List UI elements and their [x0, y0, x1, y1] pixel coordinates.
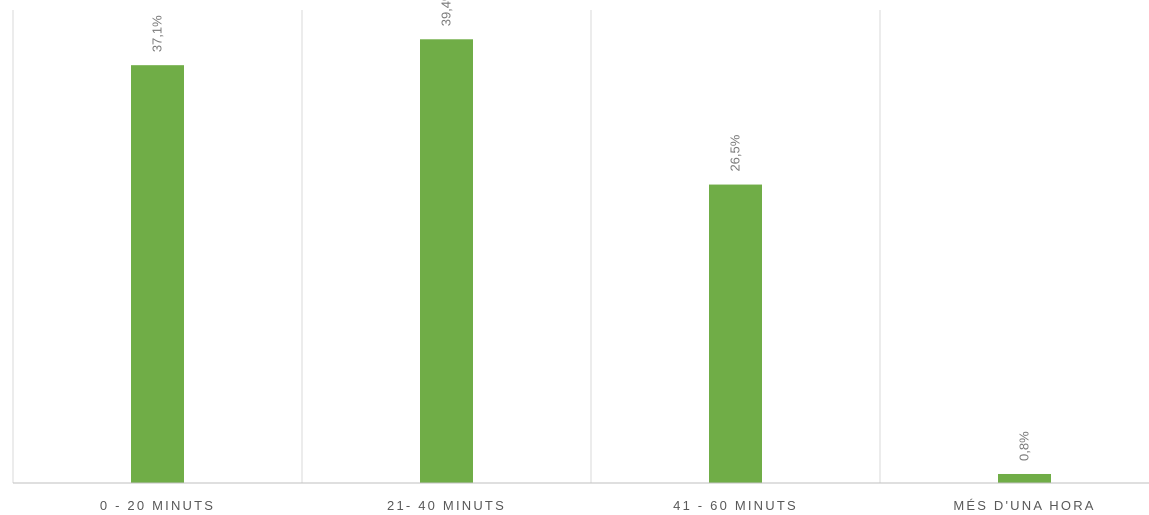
- bars: [131, 39, 1051, 484]
- x-tick-label: 0 - 20 MINUTS: [100, 498, 215, 513]
- x-tick-label: 41 - 60 MINUTS: [673, 498, 798, 513]
- x-tick-label: 21- 40 MINUTS: [387, 498, 506, 513]
- data-label: 39,4%: [439, 0, 454, 26]
- bar: [998, 473, 1051, 483]
- bar: [420, 39, 473, 484]
- x-axis-tick-labels: 0 - 20 MINUTS 21- 40 MINUTS 41 - 60 MINUTS…: [100, 498, 1095, 513]
- bar: [709, 184, 762, 484]
- data-label: 26,5%: [728, 134, 743, 171]
- bar: [131, 65, 184, 483]
- data-label: 37,1%: [150, 15, 165, 52]
- data-labels: 37,1% 39,4% 26,5% 0,8%: [150, 0, 1032, 461]
- data-label: 0,8%: [1017, 431, 1032, 461]
- category-separators: [12, 10, 881, 483]
- x-tick-label: MÉS D'UNA HORA: [953, 498, 1095, 513]
